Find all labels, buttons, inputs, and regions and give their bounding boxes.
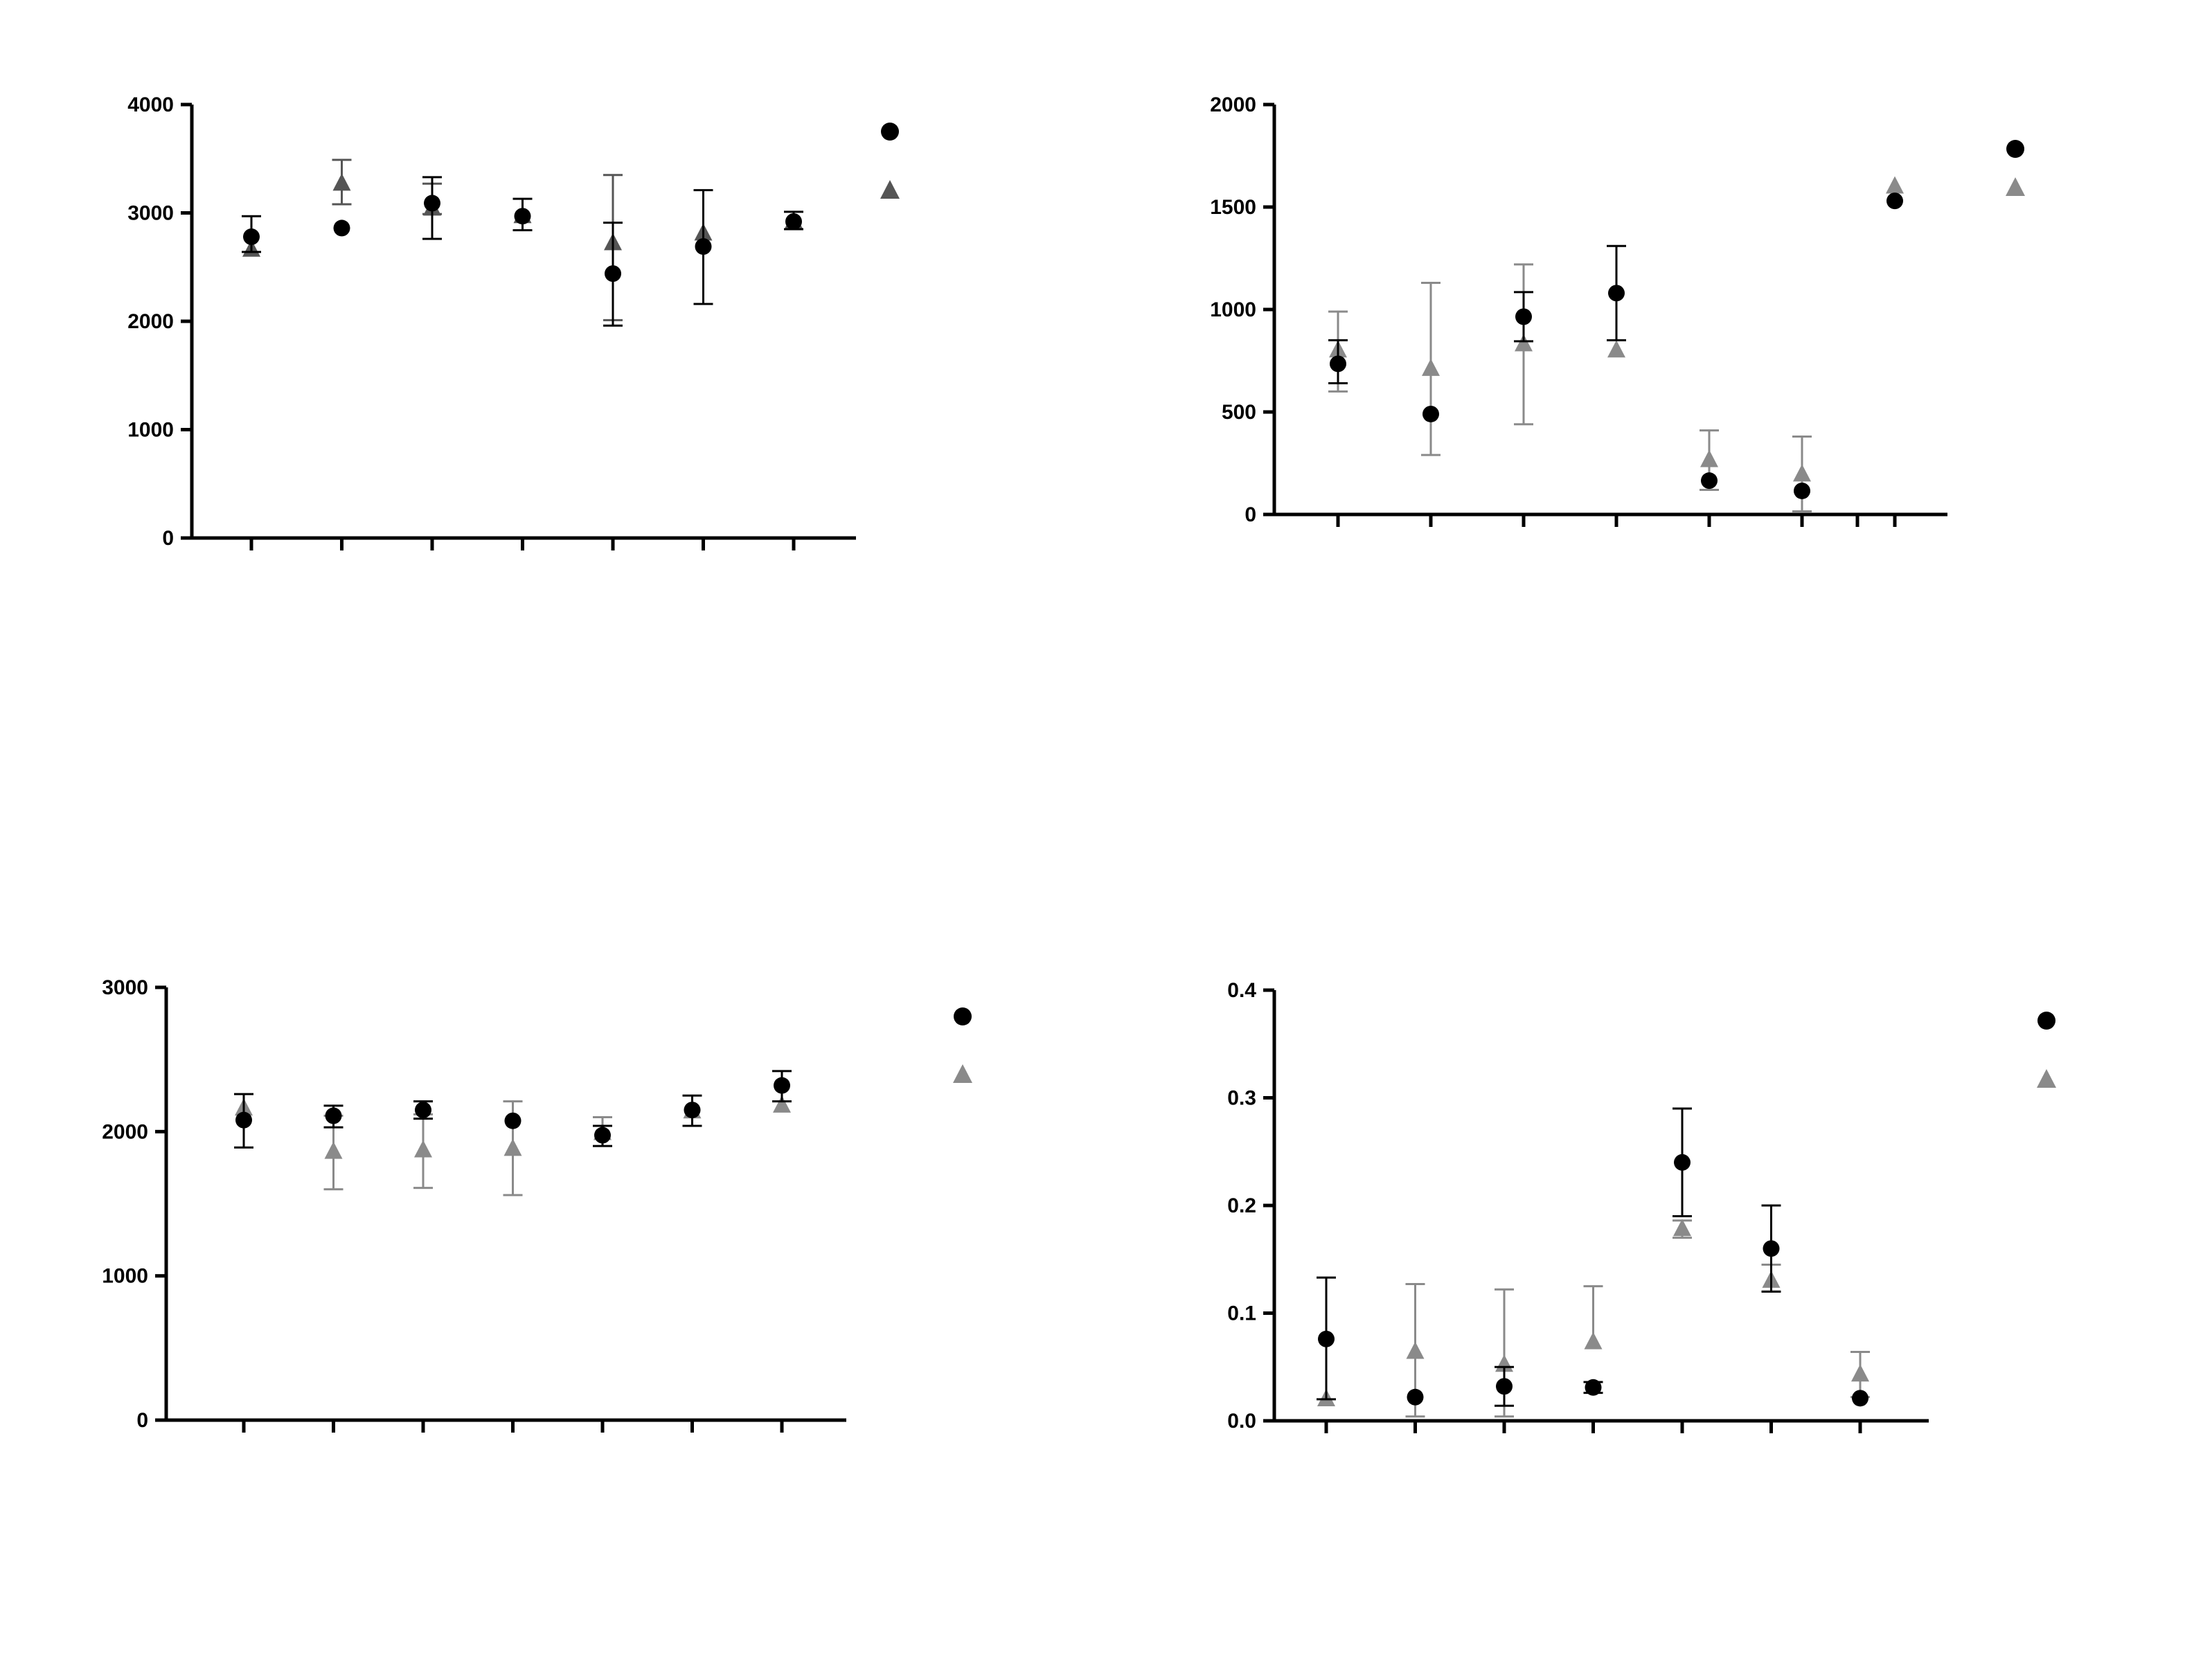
y-tick-label: 0.2 (1227, 1194, 1256, 1217)
y-tick-label: 4000 (127, 93, 174, 116)
series-day-0 (1317, 1107, 1868, 1407)
data-point-day-0 (1496, 1378, 1513, 1395)
y-tick-label: 1000 (127, 419, 174, 442)
chart-panel-t1: 0 1000 2000 3000 4000 (127, 93, 900, 550)
data-point-day-0 (1608, 285, 1625, 302)
series-day-0 (242, 176, 803, 327)
chart-panel-adc: 0 1000 2000 3000 (102, 976, 972, 1433)
data-point-day-7 (1584, 1331, 1603, 1349)
data-point-day-0 (243, 228, 260, 245)
data-point-day-7 (1673, 1219, 1691, 1237)
data-point-day-7 (1851, 1364, 1869, 1382)
y-tick-label: 2000 (1210, 93, 1256, 116)
data-point-day-0 (684, 1102, 701, 1119)
data-point-day-0 (514, 208, 531, 225)
data-point-day-0 (235, 1111, 252, 1129)
y-tick-label: 0.3 (1227, 1087, 1256, 1110)
y-tick-label: 3000 (102, 976, 148, 999)
legend-marker-day-7 (953, 1064, 972, 1083)
chart-panel-mtr: 0.0 0.1 0.2 0.3 0.4 (1227, 979, 2056, 1433)
y-tick-label: 0 (136, 1409, 148, 1432)
data-point-day-0 (1318, 1330, 1335, 1347)
data-point-day-0 (1515, 308, 1532, 325)
data-point-day-7 (773, 1095, 791, 1113)
data-point-day-7 (503, 1138, 522, 1156)
series-day-0 (1328, 192, 1903, 499)
y-tick-label: 0.1 (1227, 1302, 1256, 1325)
legend-marker-day-0 (2006, 140, 2024, 158)
data-point-day-0 (415, 1102, 431, 1119)
data-point-day-0 (1330, 355, 1346, 373)
data-point-day-7 (332, 173, 351, 191)
data-point-day-7 (1515, 334, 1533, 352)
data-point-day-0 (1763, 1240, 1780, 1257)
data-point-day-7 (1886, 176, 1904, 194)
series-day-7 (242, 159, 803, 321)
legend-marker-day-7 (2006, 177, 2025, 196)
data-point-day-7 (1607, 340, 1625, 358)
y-tick-label: 3000 (127, 202, 174, 225)
series-day-0 (234, 1070, 792, 1149)
data-point-day-0 (1701, 472, 1718, 490)
data-point-day-0 (1585, 1379, 1602, 1396)
data-point-day-7 (1406, 1341, 1425, 1359)
y-tick-label: 1000 (102, 1265, 148, 1288)
data-point-day-7 (1793, 464, 1811, 482)
y-tick-label: 2000 (102, 1120, 148, 1143)
y-tick-label: 0 (1245, 503, 1256, 526)
data-point-day-7 (414, 1140, 432, 1158)
data-point-day-0 (424, 195, 440, 212)
data-point-day-0 (1422, 405, 1439, 422)
data-point-day-7 (1422, 358, 1440, 376)
data-point-day-7 (1700, 449, 1718, 467)
data-point-day-0 (333, 219, 350, 237)
data-point-day-0 (1407, 1388, 1424, 1406)
y-tick-label: 0.0 (1227, 1410, 1256, 1433)
data-point-day-0 (1674, 1154, 1691, 1171)
data-point-day-7 (324, 1141, 343, 1159)
chart-panel-t2: 0 500 1000 1500 2000 (1210, 93, 2025, 527)
legend-marker-day-7 (880, 180, 900, 199)
y-tick-label: 2000 (127, 310, 174, 333)
data-point-day-0 (1794, 482, 1810, 499)
data-point-day-0 (1852, 1390, 1868, 1407)
data-point-day-0 (1887, 192, 1903, 210)
data-point-day-0 (504, 1112, 521, 1129)
data-point-day-0 (785, 213, 802, 231)
data-point-day-0 (605, 265, 621, 283)
y-tick-label: 0 (162, 527, 174, 550)
data-point-day-0 (594, 1127, 611, 1144)
legend-marker-day-7 (2037, 1069, 2056, 1088)
y-tick-label: 0.4 (1227, 979, 1256, 1002)
data-point-day-0 (695, 238, 712, 255)
data-point-day-0 (774, 1077, 790, 1094)
series-day-7 (235, 1095, 791, 1196)
legend-marker-day-0 (881, 123, 899, 141)
legend-marker-day-0 (954, 1007, 972, 1025)
series-day-7 (1328, 176, 1904, 513)
data-point-day-0 (325, 1107, 342, 1124)
legend-marker-day-0 (2037, 1012, 2055, 1030)
y-tick-label: 1500 (1210, 196, 1256, 219)
y-tick-label: 1000 (1210, 298, 1256, 321)
y-tick-label: 500 (1222, 401, 1256, 424)
